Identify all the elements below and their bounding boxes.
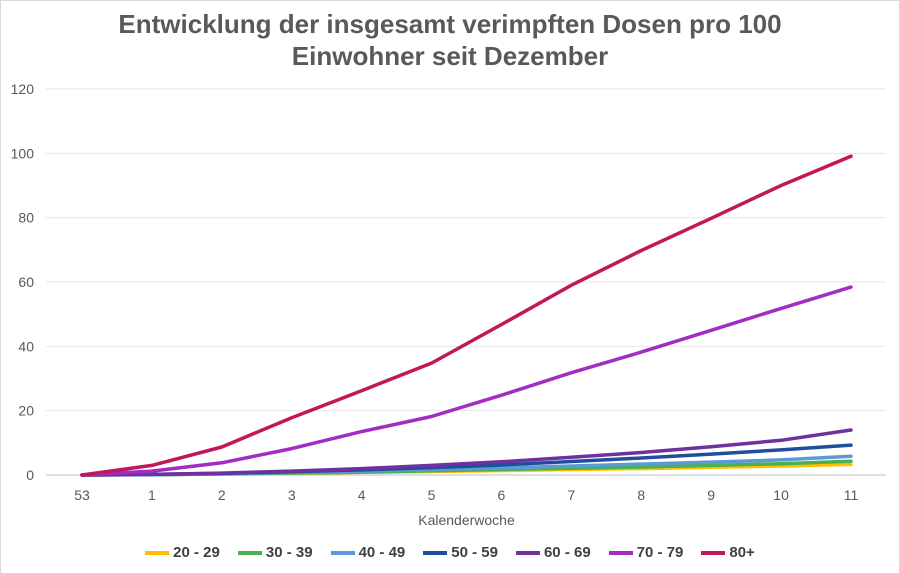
series-line-80 <box>80 154 853 477</box>
legend-swatch <box>608 550 633 555</box>
x-axis-title: Kalenderwoche <box>418 512 515 528</box>
x-tick-label: 2 <box>218 487 226 503</box>
gridlines <box>46 88 886 476</box>
legend-label: 30 - 39 <box>265 544 313 561</box>
legend-item: 30 - 39 <box>237 544 313 561</box>
x-tick-label: 8 <box>637 487 645 503</box>
legend-item: 80+ <box>701 544 755 561</box>
legend-label: 60 - 69 <box>543 544 591 561</box>
x-tick-label: 5 <box>428 487 436 503</box>
legend: 20 - 29 30 - 39 40 - 49 50 - 59 60 - 69 70 - … <box>0 544 900 561</box>
legend-item: 50 - 59 <box>423 544 498 561</box>
legend-swatch <box>423 550 448 555</box>
y-tick-label: 0 <box>26 467 34 483</box>
x-tick-label: 9 <box>707 487 715 503</box>
x-tick-label: 7 <box>567 487 575 503</box>
chart-title-line-1: Entwicklung der insgesamt verimpften Dos… <box>118 9 782 39</box>
legend-swatch <box>330 550 355 555</box>
y-tick-label: 80 <box>18 210 34 226</box>
x-tick-label: 1 <box>148 487 156 503</box>
y-tick-label: 20 <box>18 403 34 419</box>
y-tick-label: 100 <box>11 145 35 161</box>
x-tick-label: 53 <box>74 487 90 503</box>
chart-title: Entwicklung der insgesamt verimpften Dos… <box>0 8 900 72</box>
y-axis-ticks: 0 20 40 60 80 100 120 <box>11 81 35 483</box>
x-tick-label: 11 <box>844 487 859 503</box>
x-tick-label: 6 <box>498 487 506 503</box>
legend-label: 70 - 79 <box>636 544 684 561</box>
legend-label: 80+ <box>729 544 755 561</box>
x-axis-ticks: 53 1 2 3 4 5 6 7 8 9 10 11 <box>74 487 858 503</box>
legend-swatch <box>237 550 262 555</box>
legend-item: 40 - 49 <box>330 544 406 561</box>
legend-label: 40 - 49 <box>358 544 406 561</box>
y-tick-label: 40 <box>18 338 34 354</box>
x-tick-label: 10 <box>773 487 789 503</box>
legend-item: 60 - 69 <box>515 544 591 561</box>
legend-item: 20 - 29 <box>145 544 220 561</box>
legend-swatch <box>701 550 726 555</box>
series-line-60-69 <box>80 428 853 477</box>
series-lines <box>80 154 853 477</box>
chart-title-line-2: Einwohner seit Dezember <box>291 41 609 71</box>
x-tick-label: 3 <box>288 487 296 503</box>
legend-item: 70 - 79 <box>608 544 684 561</box>
legend-label: 20 - 29 <box>173 544 220 561</box>
y-tick-label: 120 <box>11 81 35 97</box>
legend-swatch <box>145 550 170 555</box>
legend-label: 50 - 59 <box>451 544 498 561</box>
series-line-70-79 <box>80 285 853 477</box>
y-tick-label: 60 <box>18 274 34 290</box>
x-tick-label: 4 <box>358 487 366 503</box>
legend-swatch <box>515 550 540 555</box>
